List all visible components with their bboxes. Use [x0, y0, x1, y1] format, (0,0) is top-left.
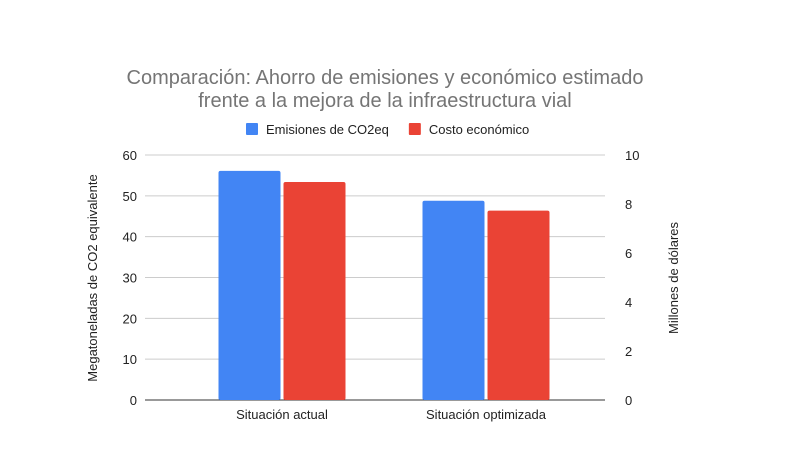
bar-costo [487, 210, 550, 400]
y-tick-label: 20 [123, 311, 137, 326]
legend: Emisiones de CO2eq Costo económico [246, 122, 529, 137]
y2-tick-label: 2 [625, 344, 632, 359]
legend-label: Emisiones de CO2eq [266, 122, 389, 137]
x-tick-label: Situación actual [236, 407, 328, 422]
y2-axis-label: Millones de dólares [666, 222, 681, 335]
chart-title-line-1: Comparación: Ahorro de emisiones y econó… [127, 67, 644, 89]
y-tick-label: 50 [123, 189, 137, 204]
y-tick-label: 10 [123, 352, 137, 367]
bar-emisiones [422, 200, 485, 400]
y2-tick-label: 0 [625, 393, 632, 408]
y-tick-label: 60 [123, 148, 137, 163]
y2-tick-label: 8 [625, 197, 632, 212]
legend-swatch [408, 123, 421, 135]
y-tick-label: 0 [130, 393, 137, 408]
legend-label: Costo económico [429, 122, 529, 137]
y2-tick-label: 6 [625, 246, 632, 261]
y2-tick-label: 10 [625, 148, 639, 163]
bar-costo [283, 181, 346, 400]
y2-tick-label: 4 [625, 295, 632, 310]
y-axis-label: Megatoneladas de CO2 equivalente [85, 174, 100, 381]
bar-emisiones [218, 170, 281, 400]
y-tick-label: 30 [123, 271, 137, 286]
legend-swatch [246, 123, 258, 135]
x-tick-label: Situación optimizada [426, 407, 547, 422]
chart-title-line-2: frente a la mejora de la infraestructura… [198, 90, 572, 112]
y-tick-label: 40 [123, 230, 137, 245]
